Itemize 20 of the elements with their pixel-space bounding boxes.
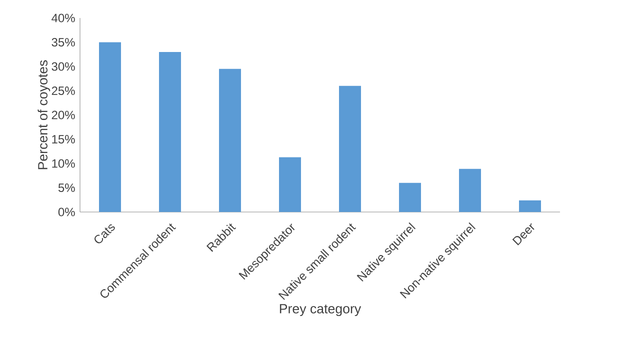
bar bbox=[399, 182, 421, 212]
bar bbox=[219, 68, 242, 212]
bar bbox=[159, 52, 182, 212]
bar bbox=[519, 200, 541, 212]
x-tick-label: Cats bbox=[94, 224, 115, 244]
bar bbox=[279, 157, 302, 212]
y-tick-label: 15% bbox=[52, 135, 75, 144]
y-tick-label: 25% bbox=[52, 86, 75, 96]
bar bbox=[99, 42, 122, 212]
y-tick-label: 30% bbox=[52, 62, 75, 71]
bar bbox=[458, 168, 481, 212]
y-axis-title: Percent of coyotes bbox=[38, 60, 50, 170]
x-axis-title: Prey category bbox=[280, 304, 362, 316]
y-tick-label: 20% bbox=[52, 110, 75, 120]
bar bbox=[339, 86, 361, 212]
y-tick-label: 5% bbox=[58, 184, 75, 192]
y-tick-label: 35% bbox=[52, 38, 75, 47]
y-tick-label: 0% bbox=[58, 208, 75, 216]
y-tick-label: 10% bbox=[52, 159, 75, 168]
y-tick-label: 40% bbox=[52, 14, 75, 22]
